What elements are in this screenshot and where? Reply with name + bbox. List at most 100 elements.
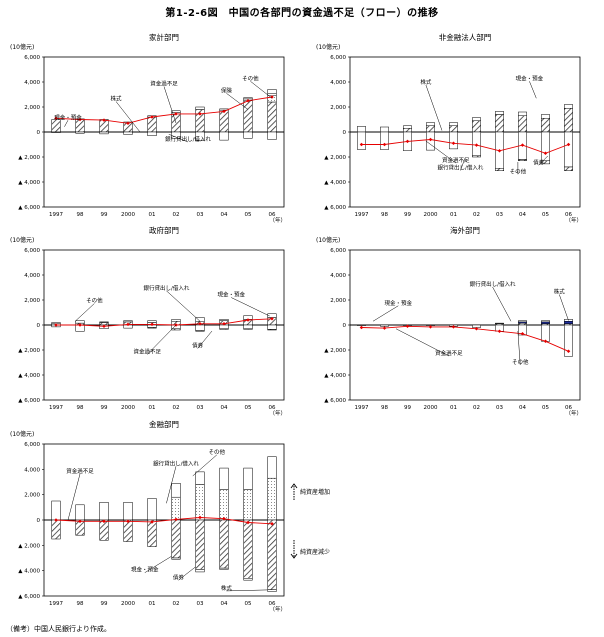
chart-title: 家計部門 <box>149 32 179 42</box>
net-point <box>566 349 571 354</box>
y-tick-label: ▲ 4,000 <box>324 180 346 186</box>
y-tick-label: 6,000 <box>330 248 346 254</box>
annotation-label: 銀行貸出し/借入れ <box>143 284 189 292</box>
bar-segment <box>541 320 550 323</box>
y-tick-label: ▲ 2,000 <box>324 155 346 161</box>
bar-segment <box>380 126 389 133</box>
annotation-label: 株式 <box>420 78 432 86</box>
bar-segment <box>472 120 481 133</box>
net-point <box>150 115 154 119</box>
net-point <box>497 148 502 153</box>
annotation-leader <box>425 84 443 131</box>
net-point <box>126 322 130 327</box>
annotation-label: 銀行貸出し/借入れ <box>470 280 516 288</box>
annotation-leader <box>115 101 141 133</box>
bar-segment <box>267 131 277 140</box>
net-point <box>78 117 82 122</box>
x-tick-label: 05 <box>542 212 549 218</box>
bar-segment <box>267 456 277 479</box>
unit-label: (10億元) <box>10 43 34 51</box>
net-point <box>198 112 202 116</box>
annotation-leader <box>166 290 201 322</box>
net-point <box>270 522 274 526</box>
unit-label: (10億元) <box>10 236 34 244</box>
y-tick-label: ▲ 2,000 <box>18 543 40 549</box>
x-tick-label: 05 <box>245 405 252 411</box>
net-point <box>174 112 178 116</box>
bar-segment <box>171 483 181 498</box>
x-tick-label: 03 <box>197 601 204 607</box>
bar-segment <box>123 320 133 323</box>
net-point <box>198 321 202 326</box>
bar-segment <box>51 519 61 540</box>
y-tick-label: ▲ 4,000 <box>18 180 40 186</box>
bar-segment <box>518 159 527 161</box>
net-point <box>126 121 130 126</box>
bar-segment <box>541 324 550 342</box>
chart-financial: 金融部門 (10億元) 6,000 4,000 2,000 0 ▲ 2,000 ▲ 4,000… <box>10 419 286 613</box>
net-point <box>102 519 106 524</box>
net-point <box>246 520 250 525</box>
figure-title: 第1-2-6図 中国の各部門の資金過不足（フロー）の推移 <box>165 8 439 19</box>
bar-segment <box>541 321 550 324</box>
net-point <box>150 322 154 327</box>
annotation-leader <box>559 294 569 321</box>
net-point <box>222 109 226 114</box>
annotation-leader <box>231 297 270 317</box>
x-tick-label: 98 <box>77 212 84 218</box>
annotation-label: 債券 <box>533 158 545 166</box>
bar-segment <box>564 108 573 133</box>
net-point <box>54 518 58 522</box>
bar-segment <box>147 116 157 133</box>
bar-segment <box>267 324 277 330</box>
x-tick-label: 98 <box>381 212 388 218</box>
bar-segment <box>518 115 527 133</box>
bar-segment <box>472 117 481 121</box>
bar-segment <box>564 321 573 324</box>
bar-segment <box>219 319 229 321</box>
figure-note: （備考）中国人民銀行より作成。 <box>6 625 111 633</box>
net-point <box>359 325 364 330</box>
x-tick-label: 05 <box>542 405 549 411</box>
bar-segment <box>564 104 573 109</box>
x-tick-label: 2000 <box>121 212 135 218</box>
x-tick-label: 2000 <box>121 601 135 607</box>
annotation-leader <box>163 86 177 124</box>
net-point <box>78 323 82 327</box>
bar-segment <box>267 89 277 94</box>
bar-segment <box>219 131 229 141</box>
bar-segment <box>75 320 85 324</box>
bar-segment <box>195 317 205 322</box>
net-point <box>543 151 548 156</box>
annotation-label: 銀行貸出し/借入れ <box>153 459 199 467</box>
y-tick-label: ▲ 4,000 <box>324 373 346 379</box>
net-point <box>174 517 178 522</box>
y-tick-label: 4,000 <box>24 273 40 279</box>
bar-segment <box>219 567 229 570</box>
bar-segment <box>243 131 253 139</box>
net-point <box>198 515 202 520</box>
net-point <box>451 141 456 146</box>
bar-segment <box>219 109 229 133</box>
annotation-leader <box>178 566 196 581</box>
bar-segment <box>357 131 366 150</box>
x-tick-label: 2000 <box>424 405 438 411</box>
bar-segment <box>195 131 205 141</box>
net-point <box>497 329 502 334</box>
annotation-label: 現金・預金 <box>131 566 159 574</box>
net-point <box>270 316 274 321</box>
bar-segment <box>243 578 253 581</box>
y-tick-label: 0 <box>37 323 41 329</box>
annotation-label: 資金過不足 <box>435 349 463 357</box>
bar-segment <box>219 328 229 330</box>
net-point <box>405 139 410 144</box>
x-tick-label: 99 <box>101 601 108 607</box>
year-suffix: （年） <box>565 409 582 417</box>
bar-segment <box>171 328 181 331</box>
net-point <box>520 331 525 336</box>
annotation-label: 銀行貸出し/借入れ <box>437 164 483 172</box>
bar-segment <box>518 322 527 326</box>
bar-segment <box>243 324 253 329</box>
x-tick-label: 1997 <box>49 601 63 607</box>
bar-segment <box>564 324 573 357</box>
